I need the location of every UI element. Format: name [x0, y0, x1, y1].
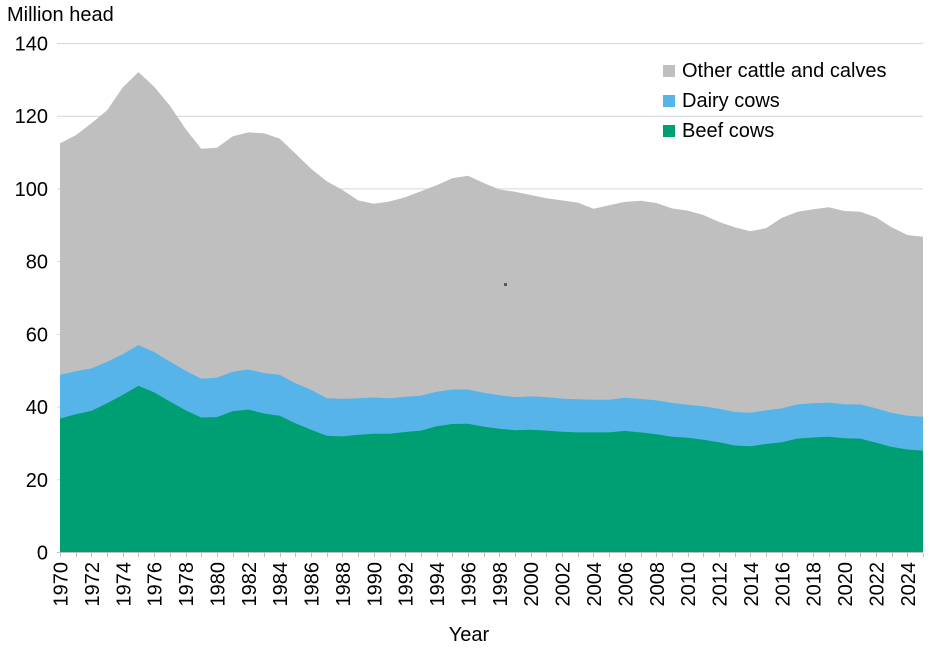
x-tick-label: 2018 — [804, 562, 826, 607]
y-tick-label: 40 — [26, 397, 48, 419]
y-tick-label: 80 — [26, 252, 48, 274]
x-tick-label: 1978 — [176, 562, 198, 607]
x-tick-label: 1984 — [270, 562, 292, 607]
legend-marker-other-cattle-and-calves — [663, 65, 675, 77]
x-tick-label: 2002 — [553, 562, 575, 607]
y-tick-label: 0 — [37, 543, 48, 565]
stray-mark — [504, 283, 507, 286]
x-tick-label: 1986 — [302, 562, 324, 607]
legend-label: Dairy cows — [682, 90, 780, 112]
y-tick-label: 140 — [15, 34, 48, 56]
x-tick-label: 2024 — [898, 562, 920, 607]
x-tick-label: 1990 — [364, 562, 386, 607]
legend: Other cattle and calves Dairy cows Beef co… — [663, 56, 887, 146]
legend-item-beef-cows: Beef cows — [663, 116, 887, 146]
x-tick-label: 2020 — [835, 562, 857, 607]
y-tick-label: 20 — [26, 470, 48, 492]
x-tick-label: 2014 — [741, 562, 763, 607]
legend-label: Other cattle and calves — [682, 60, 887, 82]
x-tick-label: 1988 — [333, 562, 355, 607]
x-tick-label: 1980 — [207, 562, 229, 607]
x-tick-label: 1976 — [145, 562, 167, 607]
legend-marker-dairy-cows — [663, 95, 675, 107]
legend-item-other-cattle-and-calves: Other cattle and calves — [663, 56, 887, 86]
area-beef-cows — [60, 385, 923, 552]
x-tick-label: 2012 — [710, 562, 732, 607]
x-tick-label: 1994 — [427, 562, 449, 607]
x-tick-label: 2000 — [521, 562, 543, 607]
x-tick-label: 2022 — [866, 562, 888, 607]
legend-item-dairy-cows: Dairy cows — [663, 86, 887, 116]
x-tick-label: 1992 — [396, 562, 418, 607]
x-tick-label: 2016 — [772, 562, 794, 607]
x-tick-label: 2004 — [584, 562, 606, 607]
y-tick-label: 120 — [15, 106, 48, 128]
y-axis-title: Million head — [7, 4, 114, 26]
y-tick-label: 60 — [26, 324, 48, 346]
x-tick-label: 1998 — [490, 562, 512, 607]
legend-marker-beef-cows — [663, 125, 675, 137]
x-tick-label: 1982 — [239, 562, 261, 607]
x-tick-label: 2006 — [615, 562, 637, 607]
y-tick-label: 100 — [15, 179, 48, 201]
x-tick-label: 1996 — [458, 562, 480, 607]
x-tick-label: 1972 — [82, 562, 104, 607]
x-axis-title: Year — [448, 624, 490, 646]
x-tick-label: 1974 — [113, 562, 135, 607]
x-tick-label: 1970 — [51, 562, 73, 607]
x-tick-label: 2010 — [678, 562, 700, 607]
x-tick-label: 2008 — [647, 562, 669, 607]
legend-label: Beef cows — [682, 120, 775, 142]
